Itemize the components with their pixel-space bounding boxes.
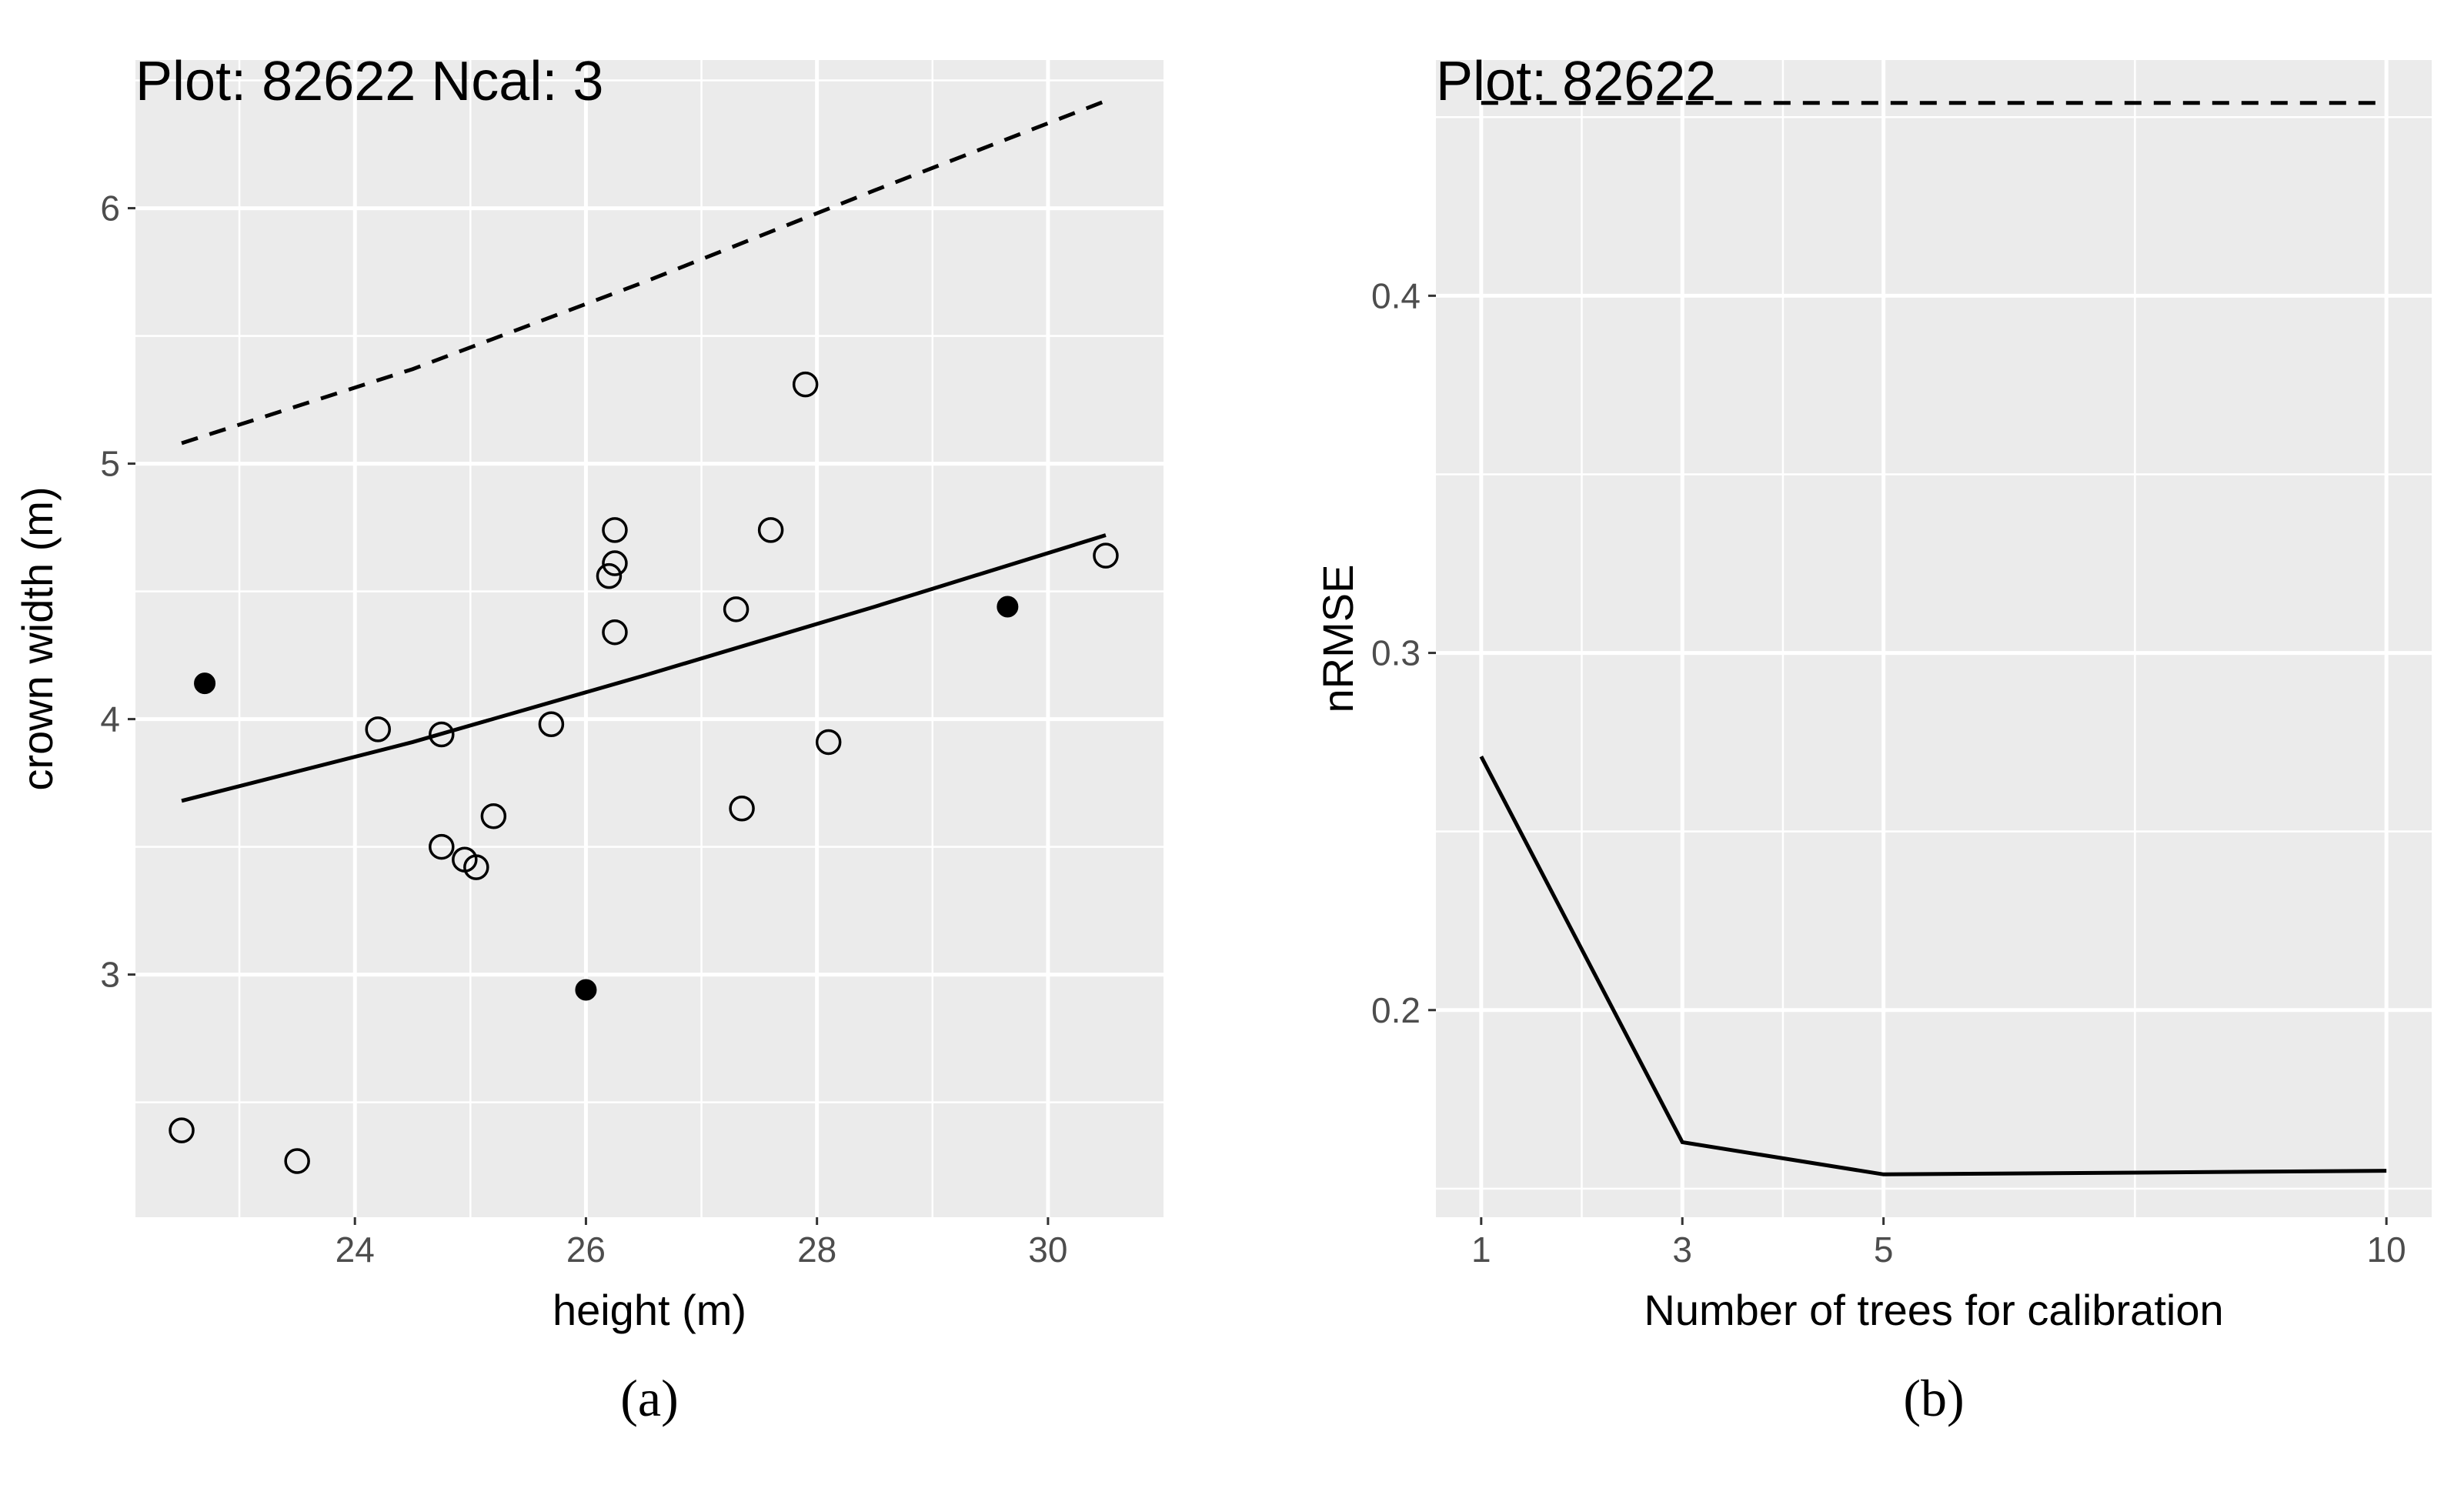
plot-b-y-tick-label: 0.4 [1371,275,1421,315]
data-point [429,721,455,748]
plot-a-background [135,60,1164,1217]
plot-b-x-tick-label: 10 [2367,1230,2406,1270]
panel-b-caption: (b) [1903,1369,1964,1427]
plot-b-background [1436,60,2432,1217]
plot-b-x-ticks: 1 3 5 10 [1471,1217,2406,1270]
plot-a-x-tick-label: 26 [566,1230,606,1270]
plot-b-x-tick-label: 5 [1874,1230,1894,1270]
data-point [602,517,628,543]
panel-a-caption: (a) [620,1369,678,1427]
nrmse-line [1479,756,2387,1176]
plot-a-minor-grid [135,60,1164,1217]
plot-a-x-tick-label: 30 [1028,1230,1067,1270]
plot-a-y-axis-label: crown width (m) [13,486,62,790]
plot-b-y-tick-label: 0.2 [1371,990,1421,1030]
plot-a-x-ticks: 24 26 28 30 [336,1217,1067,1270]
calibration-point [575,979,597,1001]
plot-a-y-tick-label: 6 [100,189,120,229]
data-point [723,596,750,622]
data-point [365,716,391,742]
plot-a-x-axis-label: height (m) [553,1286,746,1334]
plot-b-minor-grid [1436,60,2432,1217]
plot-a-x-tick-label: 24 [336,1230,375,1270]
calibration-point [194,672,216,695]
panel-b: 1 3 5 10 0.2 0.3 0.4 Plot: 82622 Number of tr… [1314,51,2432,1427]
plot-b-y-axis-label: nRMSE [1314,565,1362,713]
data-point [480,803,507,829]
plot-a-lines [181,98,1107,803]
plot-b-y-tick-label: 0.3 [1371,633,1421,673]
plot-a-y-tick-label: 5 [100,444,120,484]
panel-a: 24 26 28 30 3 4 5 6 Plot: 82622 Ncal: 3 height… [13,51,1164,1427]
data-point [284,1148,310,1174]
data-point [1093,542,1119,569]
calibration-point [997,596,1019,618]
plot-a-dashed-line [181,98,1107,446]
data-point [729,796,755,822]
plot-b-lines [1479,101,2387,1176]
plot-a-solid-line [181,533,1107,803]
plot-a-y-tick-label: 3 [100,955,120,995]
plot-b-x-tick-label: 1 [1471,1230,1491,1270]
plot-a-x-tick-label: 28 [797,1230,836,1270]
plot-a-points [169,371,1119,1174]
data-point [757,517,784,543]
data-point [815,729,842,756]
data-point [602,619,628,646]
data-point [538,711,565,737]
plot-b-y-ticks: 0.2 0.3 0.4 [1371,275,1436,1030]
plot-a-major-grid [135,60,1164,1217]
plot-b-x-tick-label: 3 [1672,1230,1692,1270]
data-point [463,854,489,880]
data-point [602,550,628,576]
data-point [429,833,455,860]
plot-a-y-ticks: 3 4 5 6 [100,189,135,995]
plot-b-major-grid [1436,60,2432,1217]
plot-b-title: Plot: 82622 [1436,51,1716,112]
plot-b-x-axis-label: Number of trees for calibration [1644,1286,2223,1334]
plot-a-title: Plot: 82622 Ncal: 3 [135,51,603,112]
data-point [596,562,623,589]
plot-a-y-tick-label: 4 [100,699,120,739]
data-point [792,371,819,398]
data-point [169,1117,195,1143]
